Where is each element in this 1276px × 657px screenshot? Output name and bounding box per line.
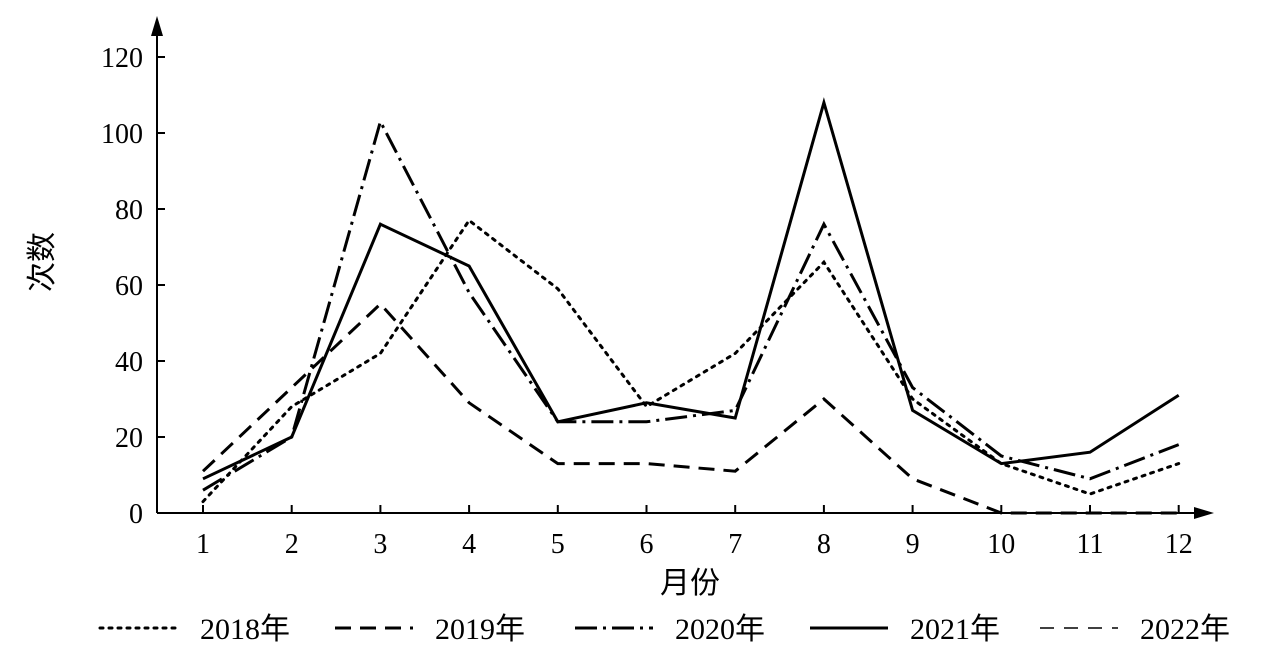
x-tick-label: 7: [728, 529, 742, 560]
legend: 2018年 2019年 2020年 2021年 2022年: [98, 613, 1230, 646]
legend-item: 2022年: [1040, 613, 1230, 646]
x-tick-label: 5: [551, 529, 565, 560]
legend-item: 2020年: [575, 613, 765, 646]
x-tick-label: 10: [987, 529, 1015, 560]
x-tick-label: 2: [285, 529, 299, 560]
x-tick-label: 12: [1165, 529, 1193, 560]
x-tick-label: 11: [1077, 529, 1104, 560]
series-line-2021年: [202, 97, 1180, 481]
y-tick-label: 40: [115, 347, 143, 378]
y-tick-label: 0: [129, 499, 143, 530]
x-tick-label: 3: [373, 529, 387, 560]
legend-label: 2019年: [435, 613, 525, 646]
x-axis-arrow-icon: [1194, 507, 1214, 519]
y-tick-label: 20: [115, 423, 143, 454]
y-ticks: 0 20 40 60 80 100 120: [101, 43, 165, 530]
legend-label: 2022年: [1140, 613, 1230, 646]
series-lines: [201, 97, 1181, 515]
x-tick-label: 4: [462, 529, 476, 560]
series-line-2020年: [202, 117, 1180, 492]
x-axis-title: 月份: [660, 567, 720, 600]
series-line-2019年: [201, 301, 1179, 515]
x-tick-label: 9: [906, 529, 920, 560]
legend-item: 2019年: [335, 613, 525, 646]
y-tick-label: 60: [115, 271, 143, 302]
legend-label: 2018年: [200, 613, 290, 646]
y-axis-arrow-icon: [151, 16, 163, 36]
x-tick-label: 8: [817, 529, 831, 560]
axes: [151, 16, 1214, 519]
y-tick-label: 100: [101, 119, 143, 150]
series-line-2018年: [201, 218, 1181, 504]
y-tick-label: 80: [115, 195, 143, 226]
legend-item: 2021年: [810, 613, 1000, 646]
x-ticks: 1 2 3 4 5 6 7 8 9 10 11 12: [196, 505, 1193, 560]
y-axis-title: 次数: [26, 232, 59, 292]
legend-label: 2021年: [910, 613, 1000, 646]
y-tick-label: 120: [101, 43, 143, 74]
x-tick-label: 6: [640, 529, 654, 560]
x-tick-label: 1: [196, 529, 210, 560]
legend-label: 2020年: [675, 613, 765, 646]
legend-item: 2018年: [98, 613, 290, 646]
